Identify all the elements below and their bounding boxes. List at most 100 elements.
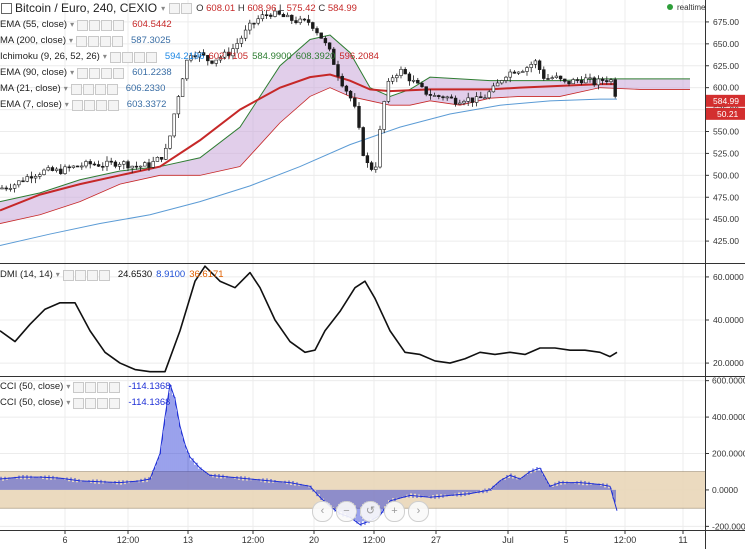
legend-row[interactable]: DMI (14, 14) ▾ 24.6530 8.9100 36.6171 [0,267,224,283]
settings-icon[interactable] [74,269,86,281]
indicator-name[interactable]: EMA (90, close) [0,67,68,78]
visibility-icon[interactable] [109,51,121,63]
y-tick-label: -200.0000 [712,521,745,531]
close-icon[interactable] [107,99,119,111]
chevron-down-icon[interactable]: ▾ [161,3,166,13]
x-tick-label: 27 [431,535,441,545]
legend-row[interactable]: EMA (90, close) ▾ 601.2238 [0,65,379,81]
candle-body [88,161,92,165]
visibility-icon[interactable] [62,269,74,281]
candle-body [12,184,17,189]
close-icon[interactable] [113,19,125,31]
chevron-down-icon[interactable]: ▾ [66,382,71,391]
candle-body [159,157,164,160]
chevron-down-icon[interactable]: ▾ [66,398,71,407]
settings-icon[interactable] [89,67,101,79]
source-icon[interactable] [97,381,109,393]
visibility-icon[interactable] [77,67,89,79]
candle-body [323,38,328,44]
chevron-down-icon[interactable]: ▾ [55,270,60,279]
legend-row[interactable]: Ichimoku (9, 26, 52, 26) ▾ 594.2196 602.710… [0,49,379,65]
scroll-right-button[interactable]: › [408,501,429,522]
settings-icon[interactable] [82,83,94,95]
source-icon[interactable] [101,67,113,79]
collapse-toggle-icon[interactable] [1,2,12,14]
settings-icon[interactable] [121,51,133,63]
close-icon[interactable] [106,83,118,95]
source-icon[interactable] [101,19,113,31]
legend-row[interactable]: EMA (55, close) ▾ 604.5442 [0,17,379,33]
open-value: 608.01 [206,2,236,14]
indicator-name[interactable]: EMA (7, close) [0,99,62,110]
close-icon[interactable] [113,67,125,79]
chevron-down-icon[interactable]: ▾ [64,100,69,109]
source-icon[interactable] [100,35,112,47]
settings-icon[interactable] [85,381,97,393]
candle-body [243,29,248,39]
source-icon[interactable] [133,51,145,63]
source-icon[interactable] [97,397,109,409]
visibility-icon[interactable] [73,397,85,409]
chevron-down-icon[interactable]: ▾ [70,20,75,29]
dmi-pane[interactable] [0,265,618,373]
source-icon[interactable] [94,83,106,95]
indicator-name[interactable]: DMI (14, 14) [0,269,53,280]
scroll-left-button[interactable]: − [336,501,357,522]
price-pane[interactable] [0,7,690,246]
settings-icon[interactable] [85,397,97,409]
close-icon[interactable] [109,381,121,393]
indicator-name[interactable]: CCI (50, close) [0,381,64,392]
close-icon[interactable] [109,397,121,409]
source-icon[interactable] [86,269,98,281]
visibility-icon[interactable] [77,19,89,31]
legend-row[interactable]: CCI (50, close) ▾ -114.1368 [0,395,170,411]
settings-icon[interactable] [83,99,95,111]
chevron-down-icon[interactable]: ▾ [70,68,75,77]
chevron-down-icon[interactable]: ▾ [63,84,68,93]
close-icon[interactable] [98,269,110,281]
legend-row[interactable]: MA (200, close) ▾ 587.3025 [0,33,379,49]
visibility-icon[interactable] [70,83,82,95]
candle-body [273,10,277,17]
settings-icon[interactable] [181,2,193,14]
chevron-down-icon[interactable]: ▾ [69,36,74,45]
settings-icon[interactable] [89,19,101,31]
visibility-icon[interactable] [71,99,83,111]
candle-body [227,51,231,57]
indicator-name[interactable]: MA (200, close) [0,35,66,46]
indicator-name[interactable]: MA (21, close) [0,83,61,94]
candle-body [483,97,487,100]
candle-body [21,180,25,183]
cci-pane[interactable] [0,384,705,527]
indicator-name[interactable]: Ichimoku (9, 26, 52, 26) [0,51,100,62]
legend-row[interactable]: EMA (7, close) ▾ 603.3372 [0,97,379,113]
settings-icon[interactable] [88,35,100,47]
candle-body [361,127,365,156]
cci-legend: CCI (50, close) ▾ -114.1368 CCI (50, close)… [0,379,170,411]
source-icon[interactable] [95,99,107,111]
visibility-icon[interactable] [169,2,181,14]
close-icon[interactable] [145,51,157,63]
indicator-controls [76,35,124,47]
candle-body [344,85,349,92]
candle-body [445,96,449,99]
candle-body [298,18,302,24]
zoom-out-button[interactable]: ‹ [312,501,333,522]
legend-row[interactable]: MA (21, close) ▾ 606.2330 [0,81,379,97]
chevron-down-icon[interactable]: ▾ [102,52,107,61]
candle-body [365,155,370,164]
candle-body [206,55,210,62]
zoom-in-button[interactable]: + [384,501,405,522]
close-icon[interactable] [112,35,124,47]
indicator-name[interactable]: EMA (55, close) [0,19,68,30]
legend-row[interactable]: CCI (50, close) ▾ -114.1368 [0,379,170,395]
candle-body [424,86,428,95]
symbol-title[interactable]: Bitcoin / Euro, 240, CEXIO [15,1,158,15]
visibility-icon[interactable] [76,35,88,47]
candle-body [596,78,601,86]
reset-button[interactable]: ↺ [360,501,381,522]
visibility-icon[interactable] [73,381,85,393]
indicator-name[interactable]: CCI (50, close) [0,397,64,408]
candle-body [155,157,160,162]
